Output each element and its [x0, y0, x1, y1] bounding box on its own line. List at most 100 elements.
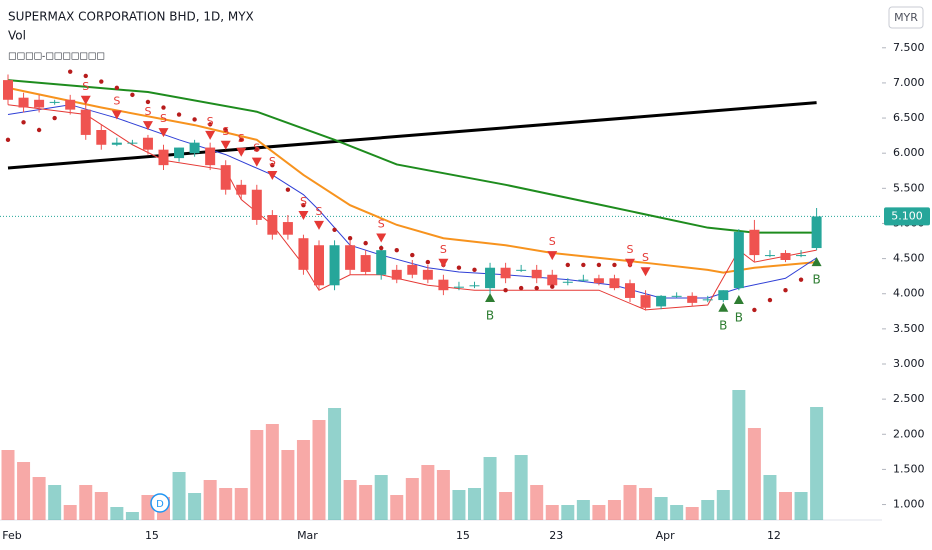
event-badge-label: D: [156, 499, 164, 510]
volume-bar: [312, 420, 326, 520]
candle-body: [718, 290, 729, 301]
volume-bar: [250, 430, 264, 520]
volume-bar: [639, 488, 653, 520]
volume-bar: [794, 492, 808, 520]
volume-bar: [436, 470, 450, 520]
candle-body: [500, 267, 511, 279]
candle-body: [422, 269, 433, 280]
sell-label: S: [316, 205, 323, 218]
sell-label: S: [253, 142, 260, 155]
volume-bar: [530, 485, 544, 520]
stop-dot: [254, 147, 259, 152]
x-tick-label: 15: [145, 529, 159, 542]
stop-dot: [503, 288, 508, 293]
y-tick-label: 2.500: [893, 392, 925, 405]
indicator-line: [7, 104, 817, 311]
candle-body: [298, 238, 309, 270]
indicator-line: [7, 104, 817, 299]
sell-label: S: [549, 235, 556, 248]
stop-dot: [752, 307, 757, 313]
buy-label: B: [719, 318, 727, 332]
volume-bar: [732, 390, 746, 520]
stop-dot: [192, 117, 197, 122]
stop-dot: [301, 202, 306, 208]
sell-marker: [220, 140, 231, 150]
volume-bar: [623, 485, 637, 520]
sell-label: S: [222, 125, 229, 138]
volume-bar: [499, 492, 513, 520]
volume-bar: [468, 488, 481, 520]
volume-bar: [1, 450, 15, 520]
sell-label: S: [440, 243, 447, 256]
volume-bar: [203, 480, 217, 520]
candle-body: [376, 250, 387, 275]
x-tick-label: 23: [549, 529, 563, 542]
stop-dot: [332, 227, 337, 232]
volume-bar: [48, 485, 62, 520]
volume-bar: [188, 493, 202, 520]
stop-dot: [52, 115, 57, 121]
indicator-label: □□□□-□□□□□□□: [8, 52, 105, 62]
candle-body: [282, 222, 293, 235]
volume-bar: [390, 495, 404, 520]
candle-body: [111, 142, 122, 145]
sell-marker: [298, 211, 309, 221]
volume-bar: [545, 505, 559, 520]
stop-dot: [68, 69, 73, 74]
volume-label: Vol: [8, 29, 26, 43]
volume-bar: [296, 440, 310, 520]
sell-label: S: [238, 132, 245, 145]
volume-bar: [421, 465, 435, 520]
candle-body: [625, 283, 635, 298]
buy-label: B: [812, 273, 820, 287]
buy-marker: [718, 302, 729, 312]
volume-bar: [779, 492, 792, 520]
stop-dot: [596, 262, 602, 268]
stop-dot: [472, 267, 477, 273]
volume-bar: [576, 500, 590, 520]
buy-marker: [811, 257, 822, 267]
stop-dot: [783, 288, 788, 293]
volume-bar: [810, 407, 824, 520]
candle-body: [314, 245, 324, 286]
volume-bar: [265, 424, 279, 520]
sell-marker: [111, 110, 122, 120]
candle-body: [3, 80, 13, 100]
candle-body: [220, 165, 231, 190]
candle-body: [360, 255, 371, 272]
volume-bar: [607, 500, 621, 520]
currency-box[interactable]: [888, 6, 924, 29]
stop-dot: [223, 127, 228, 133]
stop-dot: [99, 79, 104, 84]
indicator-line: [7, 79, 817, 234]
stop-dot: [410, 252, 415, 258]
candle-body: [251, 189, 262, 220]
candle-body: [702, 299, 713, 301]
stop-dot: [379, 245, 384, 251]
volume-bar: [374, 475, 388, 520]
x-tick-label: Feb: [2, 529, 21, 542]
sell-label: S: [160, 112, 167, 125]
candle-body: [267, 215, 278, 235]
stop-dot: [581, 262, 586, 268]
sell-marker: [547, 251, 558, 261]
stop-dot: [239, 137, 244, 143]
candle-body: [593, 278, 604, 284]
candle-body: [189, 142, 200, 154]
candle-body: [531, 269, 542, 279]
y-tick-label: 3.500: [893, 322, 925, 335]
sell-marker: [314, 220, 324, 230]
y-tick-label: 4.000: [893, 287, 925, 300]
y-tick-label: 5.500: [893, 181, 925, 194]
volume-bar: [110, 507, 124, 520]
stop-dot: [285, 187, 291, 192]
candle-body: [609, 278, 620, 289]
candle-body: [453, 286, 464, 288]
sell-marker: [640, 267, 651, 277]
stop-dot: [363, 240, 368, 246]
sell-label: S: [82, 80, 89, 93]
volume-bar: [125, 512, 139, 520]
candle-body: [811, 216, 822, 249]
sell-label: S: [269, 155, 276, 168]
y-tick-label: 6.000: [893, 146, 925, 159]
